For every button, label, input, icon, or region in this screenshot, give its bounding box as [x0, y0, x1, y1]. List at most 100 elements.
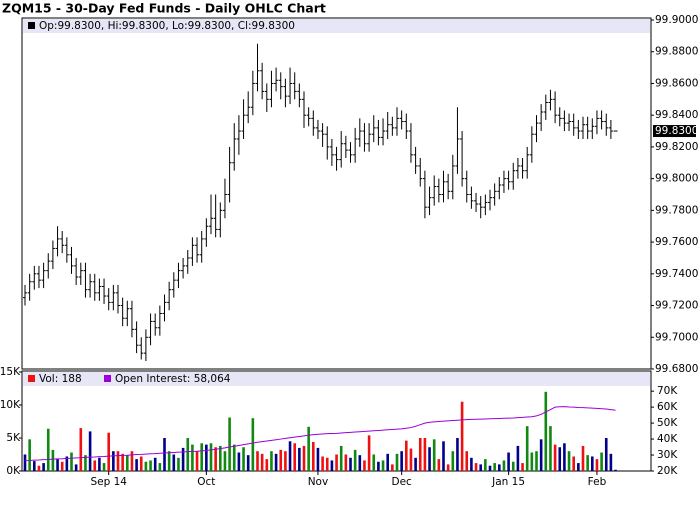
- volume-bar: [437, 459, 441, 471]
- volume-bar: [70, 452, 73, 471]
- volume-bar: [214, 447, 217, 471]
- volume-bar: [409, 448, 413, 471]
- volume-bar: [604, 438, 608, 471]
- volume-bar: [539, 439, 543, 471]
- volume-bar: [470, 457, 473, 471]
- volume-bar: [298, 447, 301, 471]
- y-tick-label: 99.8800: [655, 46, 698, 58]
- volume-bar: [79, 428, 83, 471]
- volume-bar: [349, 457, 352, 471]
- volume-bar: [395, 453, 399, 471]
- volume-bar: [511, 461, 515, 471]
- volume-bar: [242, 447, 245, 471]
- volume-bar: [135, 459, 138, 471]
- volume-bar: [51, 449, 55, 471]
- oi-tick-label: 50K: [657, 417, 678, 429]
- volume-bar: [284, 451, 287, 471]
- legend-swatch: [28, 375, 35, 382]
- volume-bar: [256, 451, 259, 471]
- volume-bar: [442, 441, 445, 471]
- volume-legend-strip: [23, 372, 650, 386]
- volume-bar: [446, 464, 450, 471]
- volume-bar: [544, 391, 548, 471]
- volume-tick-label: 0K: [6, 465, 21, 477]
- volume-bar: [56, 459, 59, 471]
- volume-bar: [149, 460, 152, 471]
- x-tick-label: Sep 14: [90, 476, 127, 488]
- volume-bar: [163, 438, 166, 471]
- volume-bar: [572, 456, 575, 471]
- x-tick-label: Dec: [391, 476, 412, 488]
- chart-title: ZQM15 - 30-Day Fed Funds - Daily OHLC Ch…: [2, 1, 326, 16]
- volume-bar: [102, 463, 106, 471]
- volume-bar: [293, 443, 296, 471]
- volume-bar: [37, 465, 41, 471]
- volume-bar: [232, 444, 236, 471]
- volume-bar: [270, 451, 273, 471]
- volume-bar: [353, 449, 357, 471]
- volume-bar: [521, 463, 524, 471]
- y-tick-label: 99.8200: [655, 141, 698, 153]
- y-tick-label: 99.7000: [655, 331, 698, 343]
- volume-legend: Vol: 188: [39, 373, 82, 385]
- y-tick-label: 99.7200: [655, 300, 698, 312]
- volume-bar: [581, 445, 585, 471]
- oi-tick-label: 70K: [657, 385, 678, 397]
- volume-bar: [567, 451, 571, 471]
- y-tick-label: 99.7600: [655, 236, 698, 248]
- oi-tick-label: 30K: [657, 449, 678, 461]
- x-tick-label: Feb: [588, 476, 607, 488]
- last-price-box: [653, 125, 696, 138]
- oi-tick-label: 20K: [657, 465, 678, 477]
- x-tick-label: Jan 15: [491, 476, 525, 488]
- y-tick-label: 99.8000: [655, 173, 698, 185]
- volume-bar: [177, 457, 180, 471]
- oi-tick-label: 40K: [657, 433, 678, 445]
- price-legend-strip: [23, 19, 650, 33]
- volume-bar: [191, 444, 194, 471]
- volume-bar: [274, 453, 278, 471]
- volume-bar: [558, 447, 562, 471]
- volume-bar: [339, 445, 343, 471]
- volume-bar: [28, 439, 31, 471]
- volume-bar: [614, 469, 617, 471]
- volume-bar: [460, 401, 464, 471]
- volume-bar: [400, 451, 403, 471]
- volume-bar: [158, 463, 162, 471]
- legend-swatch: [28, 22, 35, 29]
- y-tick-label: 99.7800: [655, 204, 698, 216]
- volume-bar: [223, 451, 227, 471]
- volume-bar: [609, 453, 613, 471]
- volume-bar: [46, 428, 50, 471]
- volume-bar: [530, 452, 534, 471]
- volume-bar: [577, 463, 580, 471]
- volume-bar: [386, 453, 389, 471]
- volume-bar: [23, 454, 27, 471]
- volume-bar: [321, 456, 324, 471]
- volume-bar: [553, 444, 557, 471]
- volume-bar: [312, 441, 315, 471]
- open-interest-line: [24, 406, 616, 462]
- volume-bar: [153, 457, 157, 471]
- volume-bar: [60, 461, 64, 471]
- volume-bar: [465, 451, 469, 471]
- volume-bar: [414, 457, 417, 471]
- volume-bar: [302, 445, 306, 471]
- y-tick-label: 99.9000: [655, 14, 698, 26]
- volume-bar: [228, 417, 231, 471]
- volume-bar: [172, 454, 176, 471]
- volume-bar: [535, 451, 538, 471]
- volume-bar: [391, 464, 394, 471]
- volume-bar: [265, 459, 269, 471]
- volume-bar: [595, 459, 599, 471]
- volume-bar: [93, 460, 97, 471]
- ohlc-legend: Op:99.8300, Hi:99.8300, Lo:99.8300, Cl:9…: [39, 20, 295, 32]
- volume-bar: [484, 459, 487, 471]
- volume-bar: [549, 426, 552, 471]
- volume-bar: [432, 439, 436, 471]
- x-tick-label: Oct: [197, 476, 215, 488]
- volume-bar: [42, 463, 45, 471]
- volume-bar: [195, 451, 199, 471]
- volume-bar: [428, 447, 431, 471]
